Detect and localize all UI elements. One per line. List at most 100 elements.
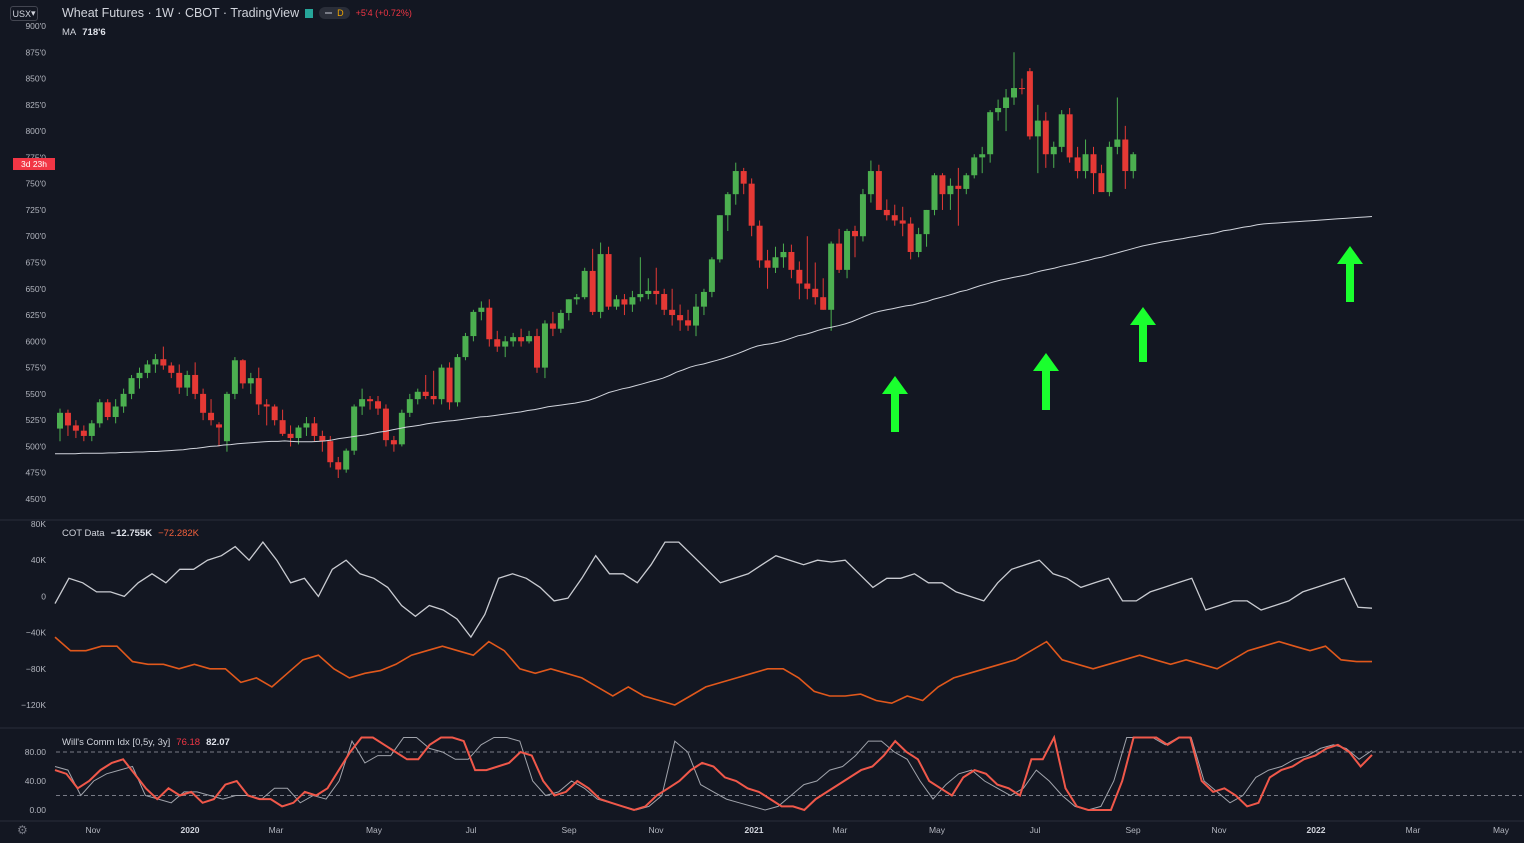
candle-body — [510, 337, 517, 342]
candle-body — [526, 336, 533, 342]
price-tick-label: 450'0 — [25, 494, 46, 504]
candle-body — [168, 365, 175, 373]
flag-icon[interactable] — [305, 8, 314, 18]
candle-body — [987, 112, 994, 155]
wci-tick-label: 0.00 — [29, 805, 46, 815]
price-tick-label: 550'0 — [25, 389, 46, 399]
price-tick-label: 775'0 — [25, 152, 46, 162]
time-axis-label: Nov — [648, 825, 664, 835]
candle-body — [192, 374, 199, 394]
candle-body — [1130, 154, 1137, 172]
candle-body — [947, 185, 954, 195]
ma-legend[interactable]: MA 718'6 — [62, 27, 106, 38]
arrow-up-icon — [1033, 353, 1059, 371]
chart-header: Wheat Futures · 1W · CBOT · TradingView … — [62, 6, 412, 20]
candle-body — [231, 360, 238, 394]
gear-icon[interactable]: ⚙ — [17, 823, 28, 837]
candle-body — [971, 157, 978, 176]
wci-value-1: 76.18 — [176, 737, 201, 748]
arrow-up-icon — [891, 392, 899, 432]
cot-label: COT Data — [62, 528, 105, 539]
wci-label: Will's Comm Idx [0,5y, 3y] — [62, 737, 171, 748]
candle-body — [144, 364, 151, 373]
candle-body — [788, 251, 795, 270]
candle-body — [518, 337, 525, 342]
interval-pill[interactable]: D — [319, 7, 350, 19]
candle-body — [406, 399, 413, 413]
candle-body — [804, 283, 811, 289]
price-change: +5'4 (+0.72%) — [355, 8, 412, 18]
candle-body — [844, 230, 851, 270]
candle-body — [367, 399, 374, 402]
candle-body — [200, 393, 207, 413]
candle-body — [223, 393, 230, 442]
candle-body — [581, 270, 588, 298]
candle-body — [859, 194, 866, 237]
wci-tick-label: 80.00 — [25, 747, 47, 757]
candle-body — [351, 406, 358, 451]
candle-body — [915, 234, 922, 252]
candle-body — [494, 339, 501, 347]
arrow-up-icon — [1130, 307, 1156, 325]
candle-body — [621, 299, 628, 305]
cot-legend[interactable]: COT Data −12.755K −72.282K — [62, 528, 199, 539]
candle-body — [72, 425, 79, 431]
candle-body — [764, 260, 771, 268]
candle-body — [136, 372, 143, 379]
candle-body — [279, 420, 286, 434]
candle-body — [891, 215, 898, 221]
wci-legend[interactable]: Will's Comm Idx [0,5y, 3y] 76.18 82.07 — [62, 737, 230, 748]
arrow-up-icon — [1337, 246, 1363, 264]
candle-body — [382, 408, 389, 441]
symbol-search-button[interactable]: USX ▾ — [10, 6, 38, 21]
candle-body — [1066, 114, 1073, 158]
candle-body — [637, 294, 644, 298]
cot-series-line — [54, 541, 1373, 639]
candle-body — [88, 423, 95, 436]
ma-label: MA — [62, 27, 77, 38]
candle-body — [923, 209, 930, 235]
price-tick-label: 875'0 — [25, 47, 46, 57]
cot-tick-label: 0 — [41, 591, 46, 601]
cot-value-1: −12.755K — [110, 528, 153, 539]
candle-body — [247, 378, 254, 384]
candle-body — [693, 306, 699, 326]
candle-body — [867, 171, 874, 195]
candle-body — [104, 402, 111, 418]
candle-body — [80, 430, 87, 436]
candle-body — [1114, 139, 1121, 147]
time-axis-label: Sep — [561, 825, 576, 835]
price-tick-label: 625'0 — [25, 310, 46, 320]
price-tick-label: 850'0 — [25, 74, 46, 84]
candle-body — [446, 367, 453, 403]
candle-body — [311, 423, 318, 436]
candle-body — [772, 257, 779, 268]
candle-body — [748, 183, 755, 226]
candle-body — [677, 315, 684, 321]
candle-body — [343, 450, 350, 470]
price-tick-label: 700'0 — [25, 231, 46, 241]
price-tick-label: 800'0 — [25, 126, 46, 136]
wci-value-2: 82.07 — [206, 737, 230, 748]
candle-body — [1098, 173, 1105, 193]
time-axis-label: Jul — [1030, 825, 1041, 835]
wci-tick-label: 40.00 — [25, 776, 47, 786]
candle-body — [1058, 114, 1065, 147]
cot-series-line — [54, 636, 1372, 706]
symbol-button-label: USX — [12, 8, 31, 19]
price-tick-label: 650'0 — [25, 284, 46, 294]
candle-body — [470, 311, 477, 337]
price-tick-label: 750'0 — [25, 179, 46, 189]
candle-body — [1122, 139, 1129, 172]
candle-body — [589, 270, 596, 312]
candle-body — [700, 291, 707, 307]
candle-body — [756, 225, 763, 261]
candle-body — [327, 441, 334, 463]
candle-body — [708, 259, 715, 292]
candle-body — [255, 378, 262, 405]
time-axis-label: Jul — [466, 825, 477, 835]
candle-body — [812, 288, 819, 298]
candle-body — [907, 223, 914, 252]
candle-body — [565, 299, 572, 313]
arrow-up-icon — [1139, 323, 1147, 362]
